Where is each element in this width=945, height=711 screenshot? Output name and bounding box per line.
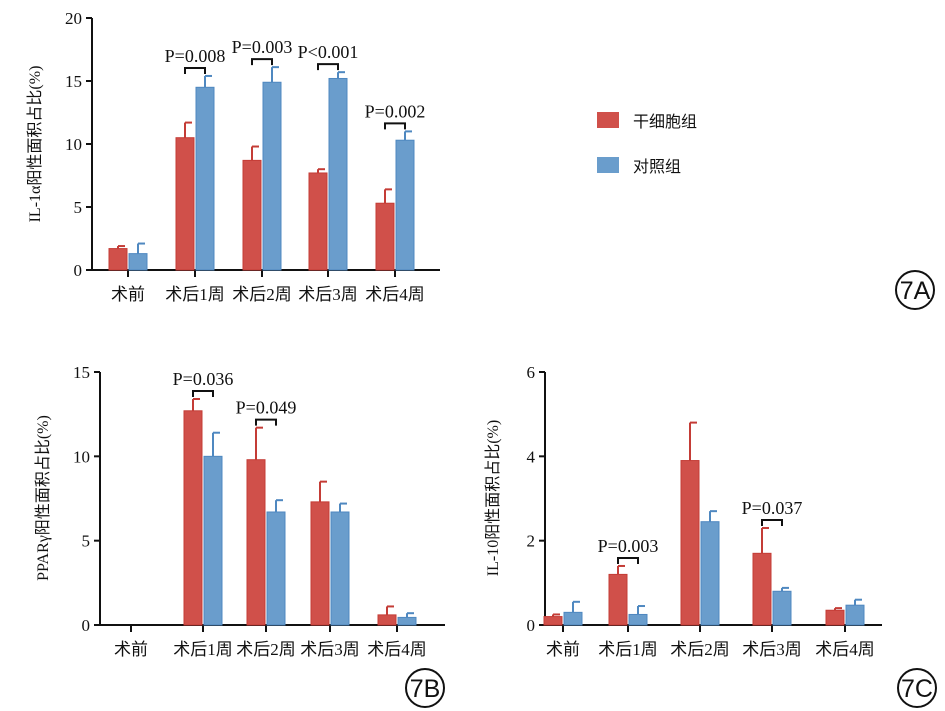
y-tick-label: 0	[74, 261, 83, 280]
x-tick-label: 术后4周	[815, 640, 875, 659]
y-axis-label: PPARγ阳性面积占比(%)	[34, 415, 52, 581]
p-value-label: P=0.049	[236, 398, 297, 418]
bar-stem-cell	[680, 460, 700, 626]
bar-control	[397, 616, 417, 626]
x-tick-label: 术后4周	[365, 285, 425, 304]
y-tick-label: 4	[527, 447, 536, 466]
chart-7C: 0 2 4 6 IL-10阳性面积占比(%) 术前 术后1周 术后2周 术后3周 术后4周 P=0.…	[484, 363, 937, 708]
x-tick-label: 术后3周	[298, 285, 358, 304]
significance-bracket	[761, 519, 783, 527]
panel-label: 7B	[410, 675, 441, 703]
x-tick-label: 术后4周	[367, 640, 427, 659]
legend-item-control: 对照组	[597, 153, 681, 177]
y-tick-label: 15	[73, 363, 90, 382]
legend-label: 对照组	[633, 157, 682, 176]
bar-control	[328, 77, 348, 271]
chart-7A: 0 5 10 15 20 IL-1α阳性面积占比(%) 术前 术后1周 术后2周 术后3周 术后4周…	[26, 9, 935, 310]
x-tick-label: 术前	[114, 640, 148, 659]
bar-stem-cell	[825, 609, 845, 626]
x-tick-label: 术后2周	[236, 640, 296, 659]
p-value-label: P=0.037	[742, 498, 803, 518]
bar-control	[845, 604, 865, 626]
bar-stem-cell	[108, 248, 128, 271]
chart-7B: 0 5 10 15 PPARγ阳性面积占比(%) 术前 术后1周 术后2周 术后3周 术后4周 P=…	[34, 363, 445, 708]
significance-bracket	[617, 556, 639, 564]
bar-control	[203, 455, 223, 626]
bar-control	[195, 86, 215, 271]
p-value-label: P=0.008	[165, 46, 226, 66]
significance-bracket	[184, 66, 206, 74]
y-axis-label: IL-10阳性面积占比(%)	[484, 420, 502, 576]
bar-control	[628, 613, 648, 626]
p-value-label: P=0.002	[365, 101, 426, 121]
x-tick-label: 术后2周	[232, 285, 292, 304]
x-tick-label: 术后3周	[742, 640, 802, 659]
bar-stem-cell	[310, 501, 330, 626]
bar-control	[266, 511, 286, 626]
bar-stem-cell	[308, 172, 328, 271]
bar-stem-cell	[543, 616, 563, 626]
bar-control	[128, 253, 148, 271]
bar-stem-cell	[377, 614, 397, 626]
y-tick-label: 6	[527, 363, 536, 382]
significance-bracket	[255, 418, 277, 426]
bar-control	[395, 139, 415, 271]
bar-stem-cell	[752, 552, 772, 626]
y-tick-label: 5	[82, 532, 91, 551]
bar-stem-cell	[175, 137, 195, 271]
legend-swatch-blue	[597, 157, 619, 173]
x-tick-label: 术后3周	[300, 640, 360, 659]
bar-stem-cell	[608, 573, 628, 626]
panel-label: 7A	[900, 277, 931, 305]
y-axis-label: IL-1α阳性面积占比(%)	[26, 66, 44, 223]
y-tick-label: 0	[82, 616, 91, 635]
p-value-label: P=0.003	[232, 37, 293, 57]
y-tick-label: 0	[527, 616, 536, 635]
x-tick-label: 术前	[111, 285, 145, 304]
x-tick-label: 术后2周	[670, 640, 730, 659]
y-tick-label: 20	[65, 9, 82, 28]
significance-bracket	[192, 389, 214, 397]
significance-bracket	[384, 122, 406, 130]
y-tick-label: 5	[74, 198, 83, 217]
p-value-label: P=0.003	[598, 536, 659, 556]
bar-control	[330, 511, 350, 626]
panel-label: 7C	[901, 675, 933, 703]
panel-badge	[405, 668, 445, 708]
bar-stem-cell	[246, 459, 266, 626]
y-tick-label: 10	[73, 447, 90, 466]
x-tick-label: 术后1周	[598, 640, 658, 659]
bar-control	[262, 81, 282, 271]
legend-swatch-red	[597, 112, 619, 128]
legend-item-stem-cell: 干细胞组	[597, 108, 697, 132]
y-tick-label: 15	[65, 72, 82, 91]
y-tick-label: 10	[65, 135, 82, 154]
x-tick-label: 术前	[546, 640, 580, 659]
x-tick-label: 术后1周	[173, 640, 233, 659]
bar-control	[772, 590, 792, 626]
panel-badge	[895, 270, 935, 310]
p-value-label: P<0.001	[298, 42, 359, 62]
legend-label: 干细胞组	[633, 112, 698, 131]
bar-control	[700, 521, 720, 626]
significance-bracket	[251, 58, 273, 66]
bar-stem-cell	[183, 410, 203, 626]
y-tick-label: 2	[527, 532, 536, 551]
x-tick-label: 术后1周	[165, 285, 225, 304]
panel-badge	[897, 668, 937, 708]
significance-bracket	[317, 63, 339, 71]
bar-stem-cell	[375, 202, 395, 271]
bar-control	[563, 611, 583, 626]
bar-stem-cell	[242, 159, 262, 271]
p-value-label: P=0.036	[173, 369, 234, 389]
